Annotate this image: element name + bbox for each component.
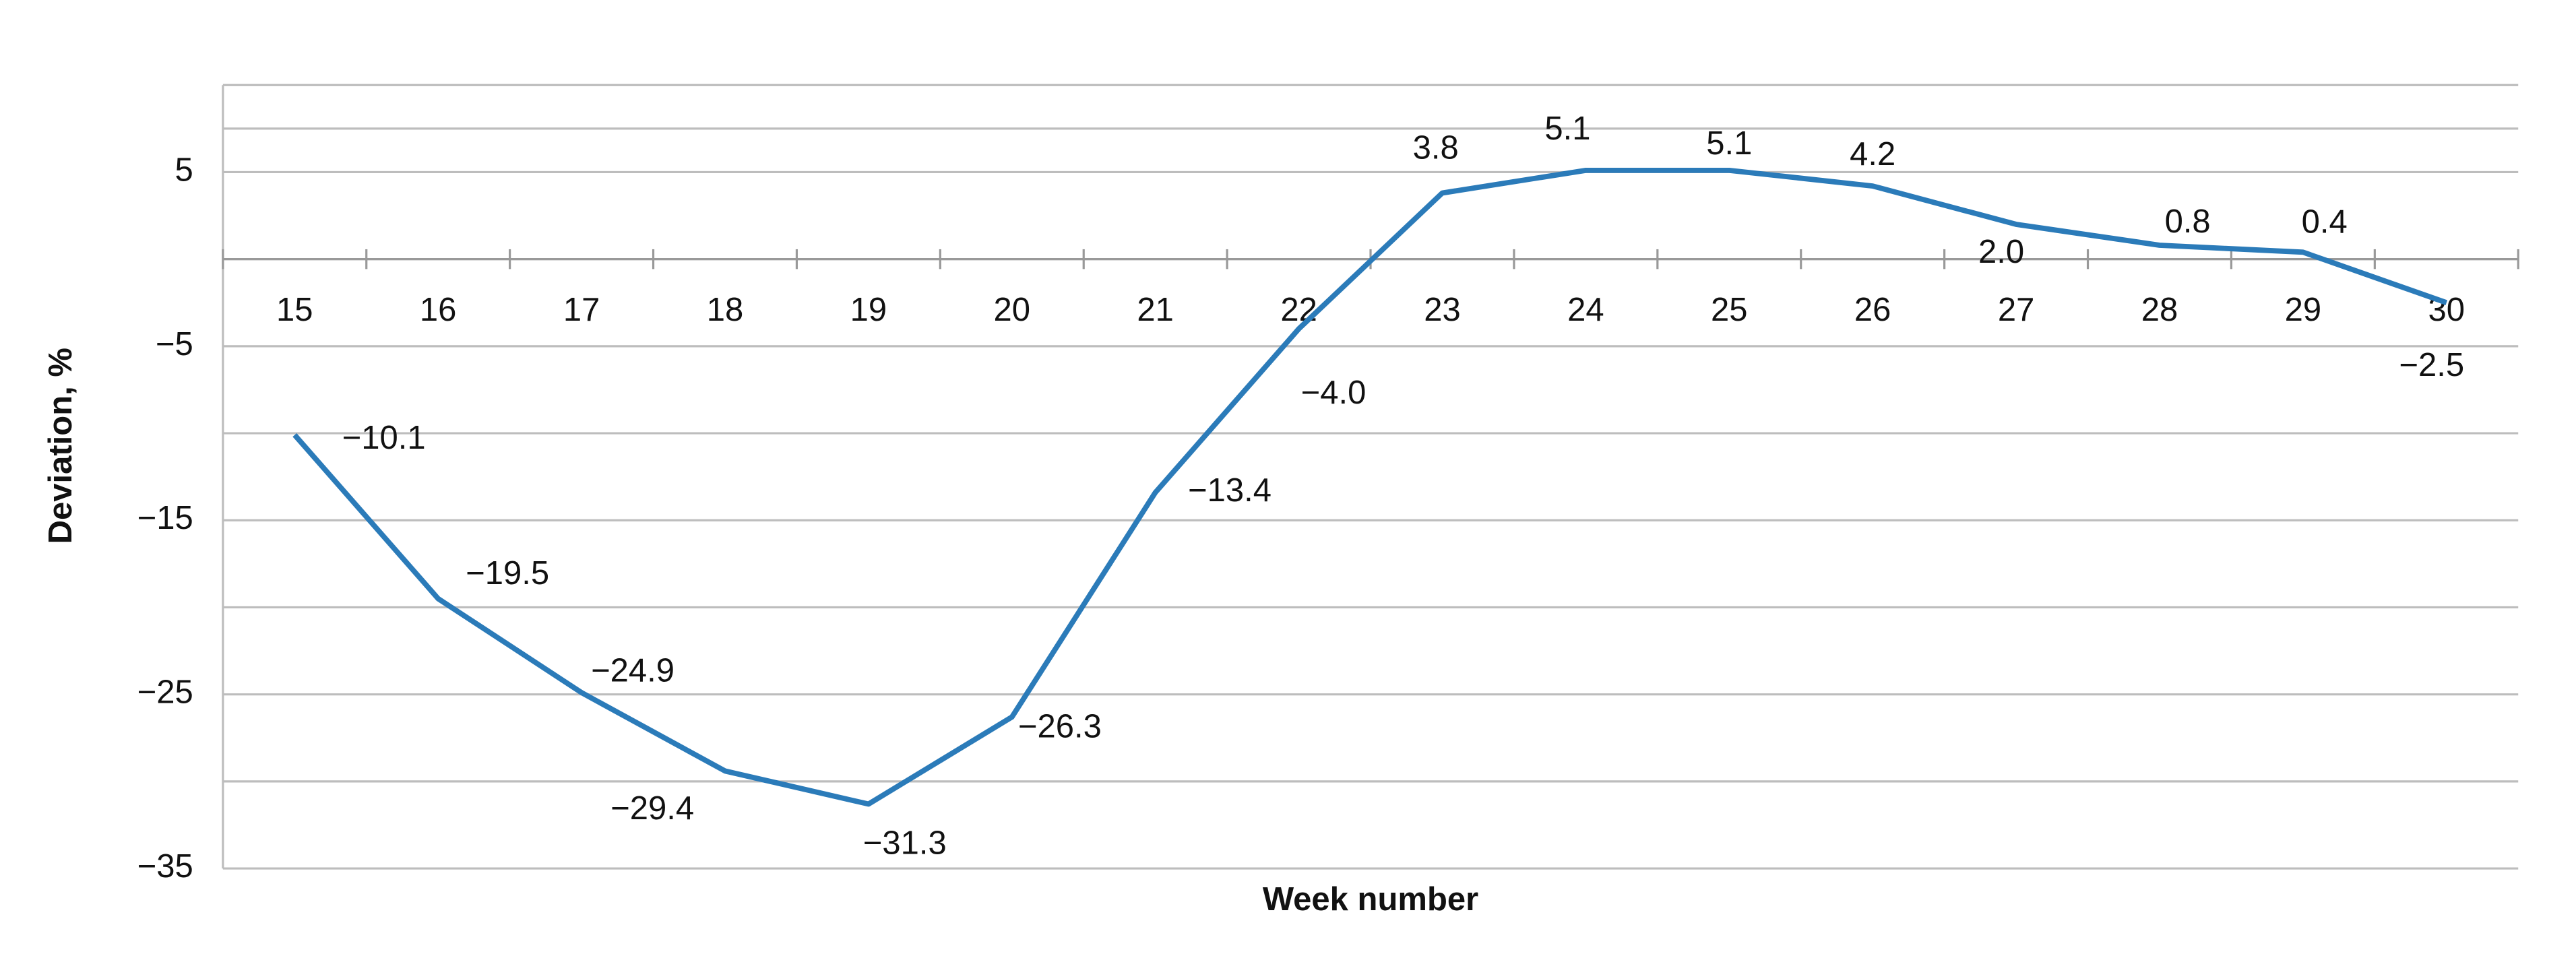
data-label: −24.9 (591, 653, 674, 689)
x-tick-label: 29 (2285, 292, 2322, 328)
data-label: −29.4 (610, 790, 694, 827)
x-tick-label: 28 (2141, 292, 2178, 328)
data-label: −10.1 (342, 420, 426, 456)
x-tick-label: 22 (1280, 292, 1317, 328)
x-tick-label: 27 (1998, 292, 2035, 328)
data-label: 0.8 (2165, 203, 2211, 240)
x-tick-label: 15 (276, 292, 313, 328)
x-tick-label: 25 (1711, 292, 1748, 328)
data-label: −13.4 (1188, 472, 1271, 509)
y-tick-label: −5 (156, 326, 193, 362)
data-label: 4.2 (1850, 136, 1895, 172)
y-tick-label: −15 (137, 500, 193, 536)
x-tick-label: 19 (850, 292, 887, 328)
data-label: 2.0 (1978, 234, 2024, 270)
data-label: −2.5 (2399, 347, 2464, 383)
x-tick-label: 18 (707, 292, 744, 328)
x-tick-label: 21 (1137, 292, 1174, 328)
data-label: 5.1 (1706, 125, 1752, 162)
x-tick-label: 17 (563, 292, 600, 328)
x-tick-label: 26 (1854, 292, 1891, 328)
y-tick-label: −25 (137, 674, 193, 711)
data-label: −26.3 (1018, 708, 1102, 744)
y-axis-title: Deviation, % (42, 348, 79, 544)
data-label: 0.4 (2302, 204, 2348, 241)
data-label: −31.3 (863, 825, 947, 862)
data-label: 5.1 (1544, 110, 1590, 147)
data-label: −19.5 (466, 555, 549, 592)
x-tick-label: 23 (1424, 292, 1461, 328)
data-label: 3.8 (1413, 130, 1459, 166)
x-tick-label: 16 (420, 292, 457, 328)
y-tick-label: 5 (175, 152, 193, 188)
x-tick-label: 24 (1567, 292, 1604, 328)
x-axis-title: Week number (1263, 881, 1478, 918)
data-line (292, 167, 2448, 807)
x-tick-label: 20 (994, 292, 1031, 328)
y-tick-label: −35 (137, 848, 193, 885)
data-label: −4.0 (1301, 375, 1366, 411)
